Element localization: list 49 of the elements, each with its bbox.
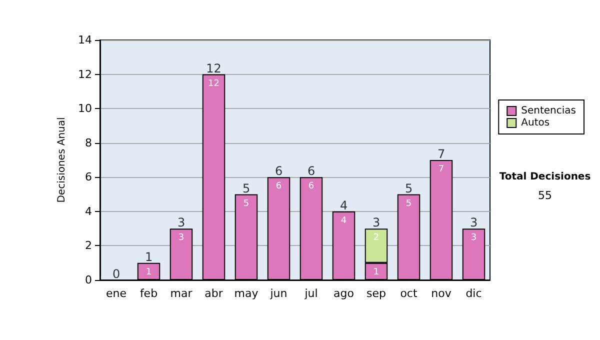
text: Total Decisiones [499,172,591,182]
x-tick-label: jun [269,287,288,300]
y-tick-label: 2 [85,239,92,252]
x-tick-label: abr [204,287,224,300]
data-label: 6 [308,182,314,192]
x-tick-label: may [234,287,259,300]
x-tick-label: dic [466,287,482,300]
legend-label: Sentencias [521,106,576,116]
total-label: 3 [372,216,380,230]
total-label: 6 [307,164,316,178]
y-tick-label: 0 [85,274,92,286]
y-tick-label: 4 [85,204,92,218]
total-label: 3 [470,216,478,230]
data-label: 3 [178,233,184,244]
data-label: 12 [208,78,220,89]
x-tick-label: mar [170,287,193,300]
y-tick-label: 12 [78,68,92,81]
x-tick-label: oct [400,287,418,300]
data-label: 1 [373,267,380,278]
data-label: 4 [340,216,347,226]
text: 55 [538,189,552,202]
total-label: 7 [437,147,446,161]
data-label: 7 [438,164,444,174]
x-tick-label: jul [304,287,318,300]
x-tick-label: feb [140,287,158,300]
y-tick-label: 6 [85,170,92,184]
data-label: 5 [243,198,250,209]
data-label: 6 [276,182,282,192]
x-tick-label: ago [334,287,354,300]
y-tick-label: 14 [78,34,92,46]
data-label: 3 [470,233,477,244]
x-tick-label: nov [431,287,452,300]
y-tick-label: 10 [78,102,92,116]
total-label: 6 [274,164,283,178]
total-label: 0 [112,267,120,281]
data-label: 2 [373,233,380,244]
data-label: 5 [406,198,412,209]
total-label: 12 [206,61,222,76]
total-label: 3 [177,216,186,230]
total-label: 5 [404,181,413,196]
total-label: 1 [144,250,153,264]
total-label: 5 [242,181,250,196]
data-label: 1 [146,267,152,278]
y-tick-label: 8 [85,136,92,150]
x-tick-label: sep [366,287,386,300]
x-tick-label: ene [106,287,127,300]
legend-label: Autos [521,118,550,128]
total-label: 4 [340,198,348,212]
y-axis-title: Decisiones Anual [56,117,68,203]
